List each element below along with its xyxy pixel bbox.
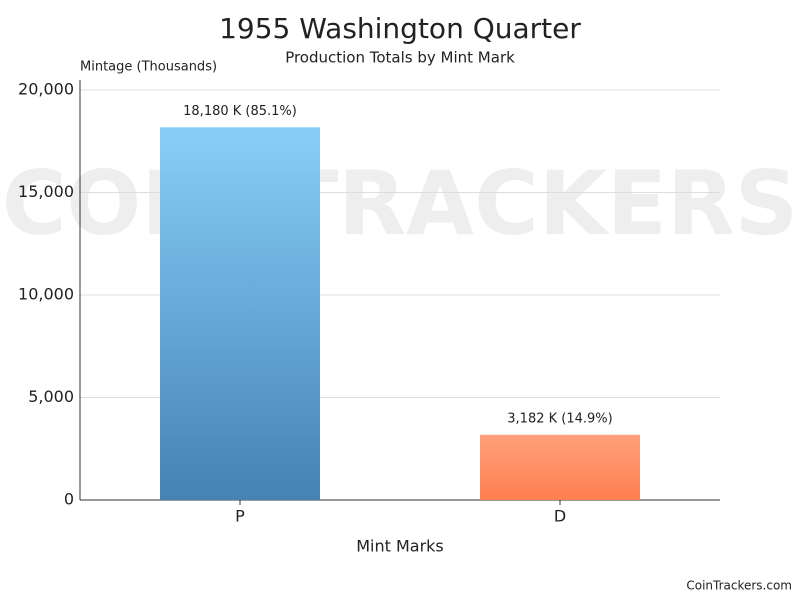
bar <box>480 434 640 500</box>
y-tick-label: 0 <box>64 490 74 509</box>
chart-subtitle: Production Totals by Mint Mark <box>285 49 515 67</box>
x-axis-label: Mint Marks <box>356 537 444 556</box>
source: CoinTrackers.com <box>686 579 792 593</box>
x-tick-label: D <box>554 507 566 526</box>
y-tick-label: 10,000 <box>18 285 74 304</box>
x-tick-label: P <box>235 507 245 526</box>
bar <box>160 127 320 500</box>
value-label: 3,182 K (14.9%) <box>507 411 612 426</box>
y-tick-label: 5,000 <box>28 387 74 406</box>
value-label: 18,180 K (85.1%) <box>183 104 297 119</box>
y-axis-label: Mintage (Thousands) <box>80 60 217 75</box>
chart-title: 1955 Washington Quarter <box>219 12 581 45</box>
watermark: COIN TRACKERS <box>2 152 798 255</box>
y-tick-label: 20,000 <box>18 80 74 99</box>
y-tick-label: 15,000 <box>18 182 74 201</box>
